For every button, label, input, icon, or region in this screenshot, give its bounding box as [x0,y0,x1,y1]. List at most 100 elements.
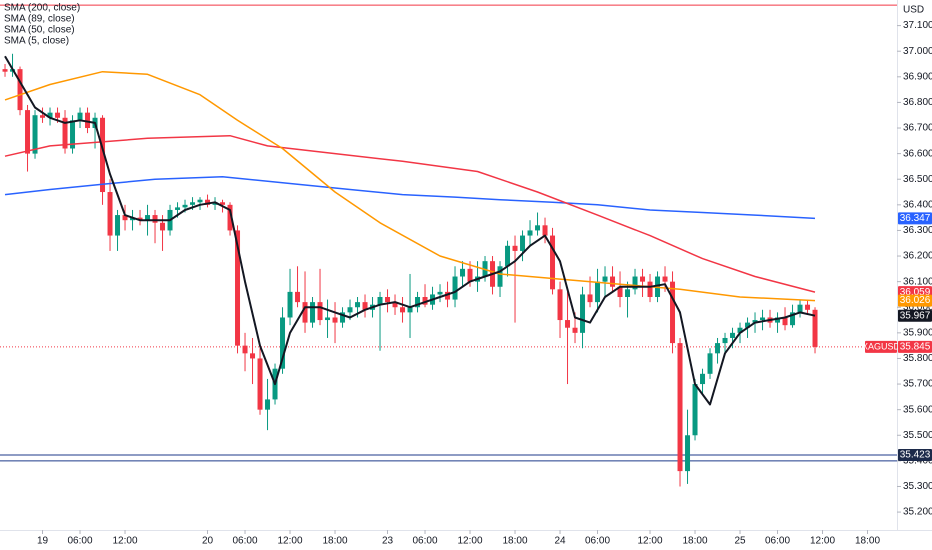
candle-body [190,202,196,205]
candle-body [115,215,121,236]
x-tick-label: 06:00 [233,536,258,547]
candle-body [85,112,91,129]
candle-body [790,312,796,326]
candle-body [212,202,218,205]
candle-body [782,317,788,326]
candle-body [632,276,638,290]
y-tick-label: 36.500 [903,174,932,185]
candle-body [47,112,53,118]
candle-body [205,199,211,205]
candle-body [647,281,653,298]
candle-body [220,202,226,205]
candle-body [62,117,68,149]
y-tick-label: 37.000 [903,46,932,57]
candle-body [385,297,391,303]
candle-body [527,230,533,236]
candle-body [625,289,631,298]
y-tick-label: 36.000 [903,302,932,313]
candle-body [572,327,578,333]
candle-body [130,217,136,221]
x-tick-label: 24 [554,536,566,547]
legend: SMA (200, close)SMA (89, close)SMA (50, … [4,3,80,47]
candle-body [122,215,128,221]
legend-entry: SMA (200, close) [4,3,80,14]
sma-line [4,55,816,406]
x-tick-label: 12:00 [638,536,663,547]
y-tick-label: 36.400 [903,199,932,210]
candle-body [355,302,361,308]
sma-line [4,175,816,220]
currency-label: USD [903,5,924,16]
x-tick-label: 19 [37,536,49,547]
candle-body [235,230,241,346]
candle-body [392,302,398,308]
candle-body [152,215,158,223]
candle-body [692,384,698,436]
plot-area [0,4,897,487]
candle-body [460,268,466,277]
candle-body [182,204,188,208]
candle-body [730,332,736,338]
candle-body [512,245,518,251]
x-tick-label: 06:00 [413,536,438,547]
candle-body [325,317,331,321]
candle-body [25,110,31,154]
symbol-tag-label: XAGUSD [862,341,901,351]
candle-body [580,294,586,333]
candle-body [332,317,338,323]
candle-body [595,281,601,303]
price-tag-label: 36.347 [900,213,931,224]
price-tag-label: 35.967 [900,310,931,321]
x-tick-label: 12:00 [810,536,835,547]
candle-body [145,215,151,221]
candle-body [610,276,616,287]
candle-body [317,302,323,321]
y-tick-label: 36.100 [903,276,932,287]
x-tick-label: 12:00 [458,536,483,547]
candle-body [797,304,803,313]
price-tag-label: 35.423 [900,450,931,461]
candle-body [400,307,406,313]
candle-body [77,112,83,121]
x-tick-label: 06:00 [68,536,93,547]
y-tick-label: 37.100 [903,20,932,31]
y-tick-label: 36.700 [903,123,932,134]
symbol-tag [865,340,897,353]
y-tick-label: 36.800 [903,97,932,108]
candle-body [197,199,203,203]
legend-entry: SMA (5, close) [4,36,69,47]
y-tick-label: 35.200 [903,507,932,518]
legend-entry: SMA (50, close) [4,25,75,36]
y-tick-label: 35.400 [903,456,932,467]
price-tag [898,448,932,461]
candle-body [505,245,511,267]
candle-body [805,304,811,310]
candle-body [445,291,451,300]
candle-body [685,435,691,472]
x-tick-label: 23 [382,536,394,547]
price-tag [898,340,932,353]
candle-body [587,294,593,303]
candle-body [137,217,143,221]
candle-body [565,320,571,328]
candle-body [760,317,766,321]
price-tag-label: 36.026 [900,295,931,306]
x-tick-label: 18:00 [683,536,708,547]
candle-body [55,112,61,118]
candle-body [70,120,76,149]
candle-body [100,117,106,193]
candle-body [310,302,316,323]
x-tick-label: 18:00 [323,536,348,547]
candle-body [257,358,263,410]
candle-body [340,312,346,323]
candle-body [362,302,368,310]
candle-body [640,276,646,282]
candle-body [242,345,248,354]
candle-body [452,276,458,300]
y-tick-label: 35.800 [903,353,932,364]
y-tick-label: 35.600 [903,404,932,415]
x-tick-label: 20 [202,536,214,547]
x-tick-label: 12:00 [278,536,303,547]
